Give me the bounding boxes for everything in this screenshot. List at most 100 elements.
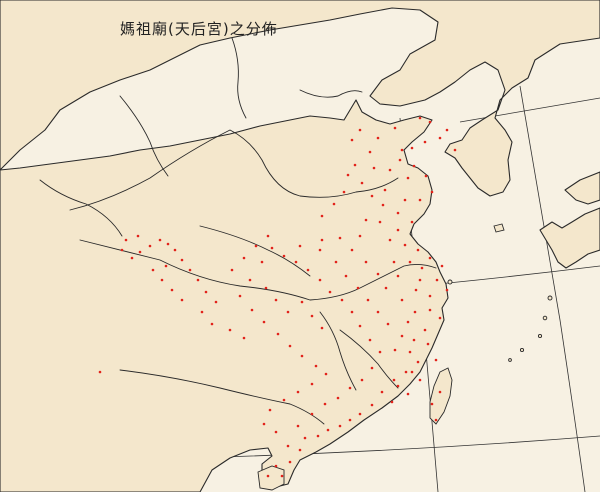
temple-site-dot (396, 211, 400, 215)
temple-site-dot (358, 412, 362, 416)
temple-site-dot (380, 390, 384, 394)
temple-site-dot (274, 430, 278, 434)
temple-site-dot (400, 298, 404, 302)
temple-site-dot (228, 328, 232, 332)
temple-site-dot (164, 264, 168, 268)
graticule-line-south (189, 435, 600, 459)
temple-site-dot (398, 158, 402, 162)
temple-site-dot (173, 248, 177, 252)
temple-site-dot (180, 298, 184, 302)
temple-site-dot (386, 322, 390, 326)
temple-site-dot (418, 278, 422, 282)
temple-site-dot (274, 298, 278, 302)
temple-site-dot (326, 428, 330, 432)
temple-site-dot (266, 234, 270, 238)
temple-site-dot (430, 402, 434, 406)
rivers (39, 37, 437, 425)
japan-kyushu (539, 207, 600, 269)
temple-site-dot (360, 181, 364, 185)
japan-shikoku (564, 171, 600, 205)
temple-site-dot (418, 378, 422, 382)
temple-site-dot (214, 300, 218, 304)
temple-site-dot (248, 278, 252, 282)
temple-site-dot (288, 344, 292, 348)
temple-site-dot (274, 464, 278, 468)
temple-site-dot (403, 198, 407, 202)
mainland-coastline (0, 0, 600, 197)
temple-site-dot (406, 176, 410, 180)
temple-site-dot (306, 268, 310, 272)
temple-site-dot (358, 324, 362, 328)
temple-site-dot (296, 390, 300, 394)
temple-site-dot (416, 248, 420, 252)
temple-site-dot (410, 220, 414, 224)
temple-site-dot (328, 290, 332, 294)
temple-site-markers (98, 116, 457, 478)
northern-river-2 (119, 95, 169, 177)
temple-site-dot (445, 288, 449, 292)
temple-site-dot (406, 392, 410, 396)
temple-site-dot (438, 136, 442, 140)
temple-site-dot (428, 256, 432, 260)
temple-site-dot (188, 268, 192, 272)
temple-site-dot (323, 402, 327, 406)
temple-site-dot (336, 396, 340, 400)
temple-site-dot (316, 434, 320, 438)
temple-site-dot (348, 418, 352, 422)
temple-site-dot (376, 272, 380, 276)
temple-site-dot (412, 164, 416, 168)
temple-site-dot (372, 166, 376, 170)
temple-site-dot (260, 260, 264, 264)
temple-site-dot (358, 128, 362, 132)
temple-site-dot (300, 300, 304, 304)
temple-site-dot (170, 288, 174, 292)
temple-site-dot (148, 244, 152, 248)
temple-site-dot (383, 188, 387, 192)
temple-site-dot (130, 256, 134, 260)
temple-site-dot (344, 274, 348, 278)
temple-site-dot (410, 146, 414, 150)
temple-site-dot (400, 334, 404, 338)
temple-site-dot (392, 260, 396, 264)
xi-river (119, 369, 325, 425)
temple-site-dot (98, 370, 102, 374)
temple-site-dot (270, 246, 274, 250)
temple-site-dot (151, 268, 155, 272)
temple-site-dot (423, 328, 427, 332)
temple-site-dot (412, 338, 416, 342)
ryukyu-islet-1 (547, 295, 553, 301)
temple-site-dot (254, 244, 258, 248)
temple-site-dot (434, 418, 438, 422)
temple-site-dot (338, 424, 342, 428)
temple-site-dot (364, 218, 368, 222)
temple-site-dot (310, 314, 314, 318)
temple-site-dot (396, 384, 400, 388)
temple-site-dot (393, 126, 397, 130)
ryukyu-islet-3 (537, 333, 543, 339)
temple-site-dot (428, 120, 432, 124)
temple-site-dot (400, 148, 404, 152)
jeju-island (493, 223, 505, 233)
temple-site-dot (370, 403, 374, 407)
temple-site-dot (376, 136, 380, 140)
zhoushan-islet (447, 279, 453, 285)
temple-site-dot (136, 234, 140, 238)
temple-site-dot (230, 268, 234, 272)
temple-site-dot (420, 266, 424, 270)
temple-site-dot (424, 174, 428, 178)
temple-site-dot (280, 474, 284, 478)
han-river (199, 225, 311, 277)
temple-site-dot (453, 148, 457, 152)
temple-site-dot (414, 288, 418, 292)
temple-site-dot (358, 234, 362, 238)
temple-site-dot (320, 238, 324, 242)
temple-site-dot (413, 310, 417, 314)
islands (257, 223, 553, 491)
temple-site-dot (314, 364, 318, 368)
temple-site-dot (440, 264, 444, 268)
temple-site-dot (364, 260, 368, 264)
temple-site-dot (381, 203, 385, 207)
temple-site-dot (166, 242, 170, 246)
temple-site-dot (124, 238, 128, 242)
